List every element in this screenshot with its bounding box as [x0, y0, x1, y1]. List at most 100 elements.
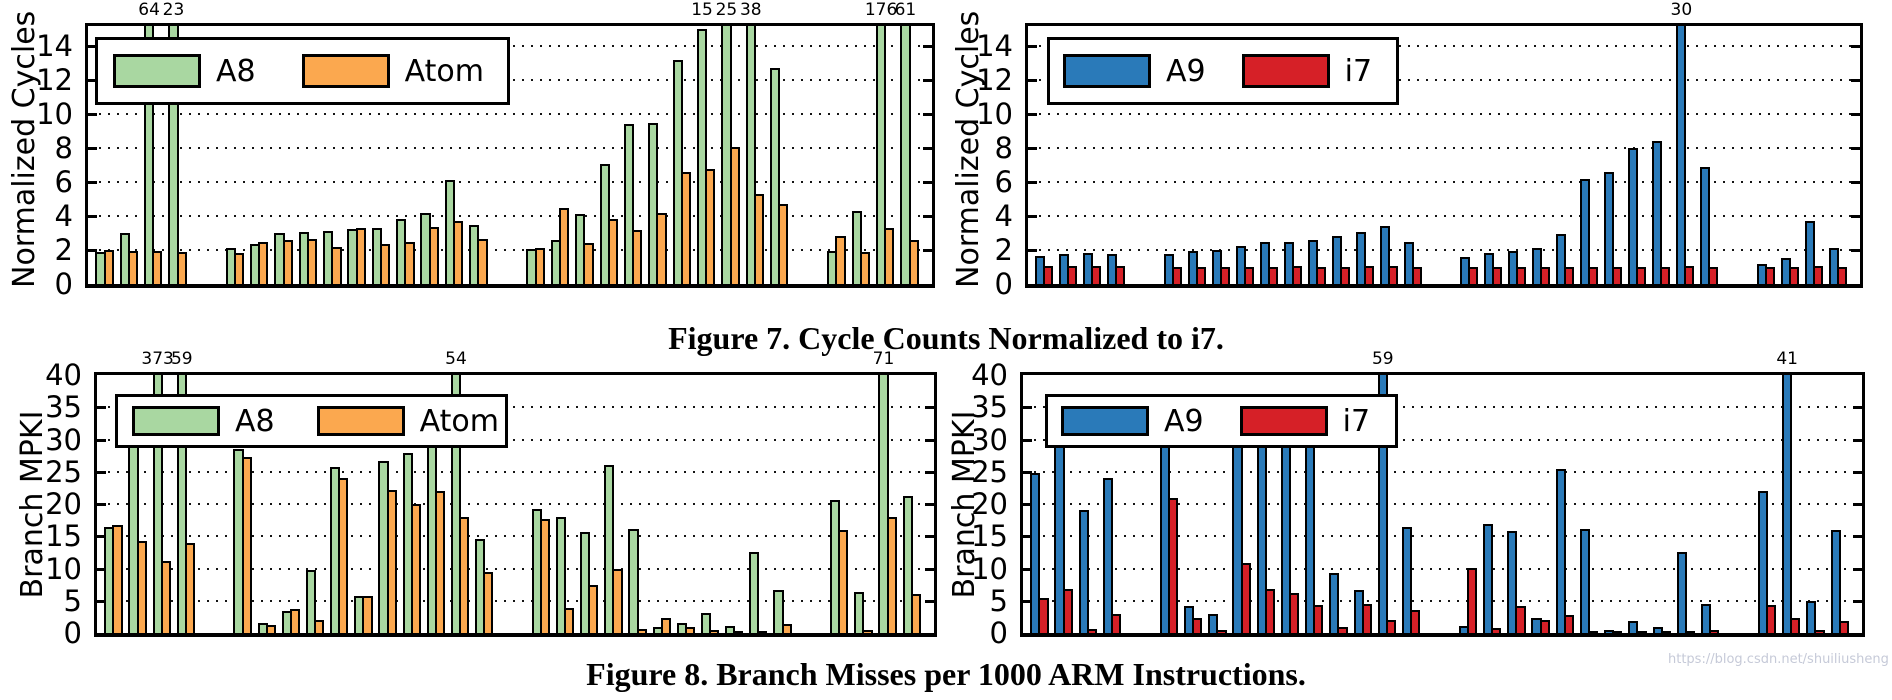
bar-i7 — [1243, 267, 1254, 284]
gridline-y20 — [1025, 503, 1860, 505]
y-tick-label: 35 — [45, 390, 82, 425]
bar-i7 — [1515, 605, 1526, 633]
bar-atom — [379, 244, 391, 284]
bar-atom — [160, 560, 171, 633]
clipped-bar-value: 30 — [1670, 0, 1693, 20]
bar-atom — [781, 623, 792, 633]
y-tick-left — [97, 599, 106, 603]
bar-a9 — [1628, 148, 1639, 284]
bar-atom — [453, 221, 464, 284]
bar-i7 — [1636, 631, 1647, 633]
bar-a9 — [1305, 439, 1316, 633]
legend-label: i7 — [1342, 403, 1371, 439]
bar-atom — [241, 456, 252, 633]
bar-i7 — [1836, 267, 1847, 284]
bar-i7 — [1564, 267, 1575, 284]
bar-a9 — [1329, 573, 1340, 633]
y-tick-right — [925, 567, 934, 571]
bar-atom — [306, 239, 318, 284]
gridline-y10 — [1030, 113, 1858, 116]
bar-atom — [410, 504, 421, 633]
bar-atom — [838, 530, 849, 633]
bar-i7 — [1086, 629, 1098, 633]
y-tick-left — [97, 567, 106, 571]
y-tick-label: 4 — [994, 199, 1013, 234]
bar-i7 — [1167, 498, 1179, 633]
bar-a8 — [745, 26, 756, 284]
clipped-bar-value: 23 — [162, 0, 185, 20]
bar-atom — [434, 491, 445, 633]
gridline-y15 — [99, 535, 932, 538]
bar-atom — [112, 524, 123, 633]
clipped-bar-value: 15 — [691, 0, 713, 20]
bar-atom — [258, 241, 269, 284]
bar-atom — [233, 252, 245, 284]
bar-atom — [136, 540, 147, 633]
y-tick-left — [1023, 503, 1032, 506]
y-tick-right — [1851, 181, 1860, 185]
clipped-bar-value: 25 — [715, 0, 738, 20]
gridline-y2 — [90, 249, 930, 252]
legend-item-i7: i7 — [1241, 54, 1372, 89]
legend-label: A8 — [216, 53, 256, 89]
y-tick-right — [925, 535, 934, 539]
y-tick-label: 5 — [63, 583, 82, 618]
y-tick-left — [1023, 470, 1032, 474]
legend-swatch-a8 — [132, 406, 220, 436]
clipped-bar-value: 54 — [445, 349, 467, 369]
bar-i7 — [1766, 605, 1777, 633]
y-tick-label: 20 — [971, 487, 1008, 521]
y-tick-right — [923, 181, 932, 185]
plot-area — [85, 23, 935, 288]
clipped-bar-value: 71 — [872, 349, 895, 369]
gridline-y35 — [1025, 406, 1860, 409]
bar-i7 — [1410, 610, 1421, 633]
y-tick-right — [925, 503, 934, 506]
gridline-y2 — [1030, 249, 1858, 252]
y-tick-left — [88, 249, 97, 253]
y-tick-label: 12 — [36, 63, 73, 98]
y-tick-label: 14 — [976, 29, 1013, 64]
y-tick-label: 8 — [54, 131, 73, 166]
y-tick-right — [1851, 215, 1860, 219]
bar-a8 — [851, 211, 862, 284]
bar-i7 — [1291, 266, 1302, 284]
bar-i7 — [1038, 597, 1049, 633]
gridline-y8 — [90, 147, 930, 150]
bar-i7 — [1339, 267, 1350, 284]
y-tick-label: 10 — [36, 97, 73, 132]
y-tick-label: 8 — [994, 131, 1013, 166]
bar-atom — [404, 241, 415, 284]
bar-a9 — [1235, 245, 1246, 284]
gridline-y35 — [99, 406, 932, 409]
bar-a9 — [1700, 603, 1712, 633]
bar-a8 — [854, 591, 865, 633]
bar-atom — [331, 246, 342, 284]
bar-atom — [534, 247, 545, 284]
legend-swatch-i7 — [1241, 54, 1330, 88]
y-tick-left — [97, 535, 106, 539]
bar-a8 — [152, 375, 163, 633]
y-tick-right — [923, 249, 932, 253]
bar-i7 — [1588, 631, 1599, 633]
bar-a9 — [1379, 226, 1390, 284]
bar-a9 — [1078, 509, 1089, 633]
y-tick-label: 6 — [994, 165, 1013, 200]
bar-atom — [103, 250, 114, 284]
bar-a8 — [604, 465, 615, 633]
bar-a8 — [749, 552, 760, 633]
bar-atom — [862, 630, 873, 633]
clipped-bar-value: 61 — [894, 0, 917, 20]
chart-cycles-a8-atom: Normalized Cycles 0 2 4 6 8 10 12 14 A8 Atom 64 23 15… — [0, 0, 946, 320]
bar-a8 — [700, 613, 712, 633]
legend-item-a9: A9 — [1061, 404, 1204, 439]
bar-i7 — [1540, 267, 1551, 284]
bar-i7 — [1563, 614, 1575, 633]
y-tick-right — [1853, 406, 1862, 410]
legend-item-a9: A9 — [1063, 54, 1206, 89]
y-tick-left — [1028, 215, 1037, 219]
bar-i7 — [1612, 631, 1623, 633]
y-tick-label: 20 — [45, 487, 82, 521]
bar-a9 — [1355, 232, 1366, 284]
